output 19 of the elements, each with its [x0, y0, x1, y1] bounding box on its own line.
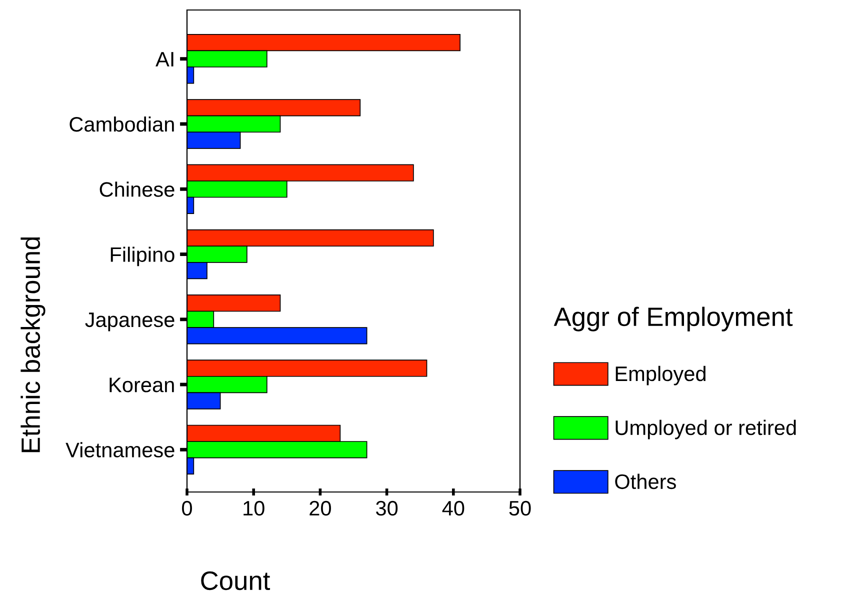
legend-label: Others — [615, 474, 676, 490]
y-axis-title: Ethnic background — [20, 237, 46, 452]
x-axis-title: Count — [201, 571, 270, 590]
x-tick-label: 10 — [244, 500, 264, 516]
y-tick-label: Korean — [110, 378, 174, 392]
y-tick-label: Cambodian — [70, 116, 174, 132]
y-tick-label: Chinese — [100, 182, 174, 197]
x-tick-label: 30 — [376, 500, 398, 516]
y-tick-label: Vietnamese — [66, 442, 174, 458]
legend-label: Employed — [616, 366, 706, 386]
x-tick-label: 20 — [310, 500, 331, 516]
x-tick-label: 50 — [509, 500, 531, 516]
y-tick-label: AI — [156, 52, 174, 66]
x-tick-label: 0 — [182, 500, 192, 516]
legend-label: Umployed or retired — [616, 420, 796, 440]
y-tick-label: Filipino — [110, 246, 174, 266]
legend-title: Aggr of Employment — [554, 306, 793, 332]
y-tick-label: Japanese — [85, 312, 174, 332]
x-tick-label: 40 — [442, 500, 464, 516]
